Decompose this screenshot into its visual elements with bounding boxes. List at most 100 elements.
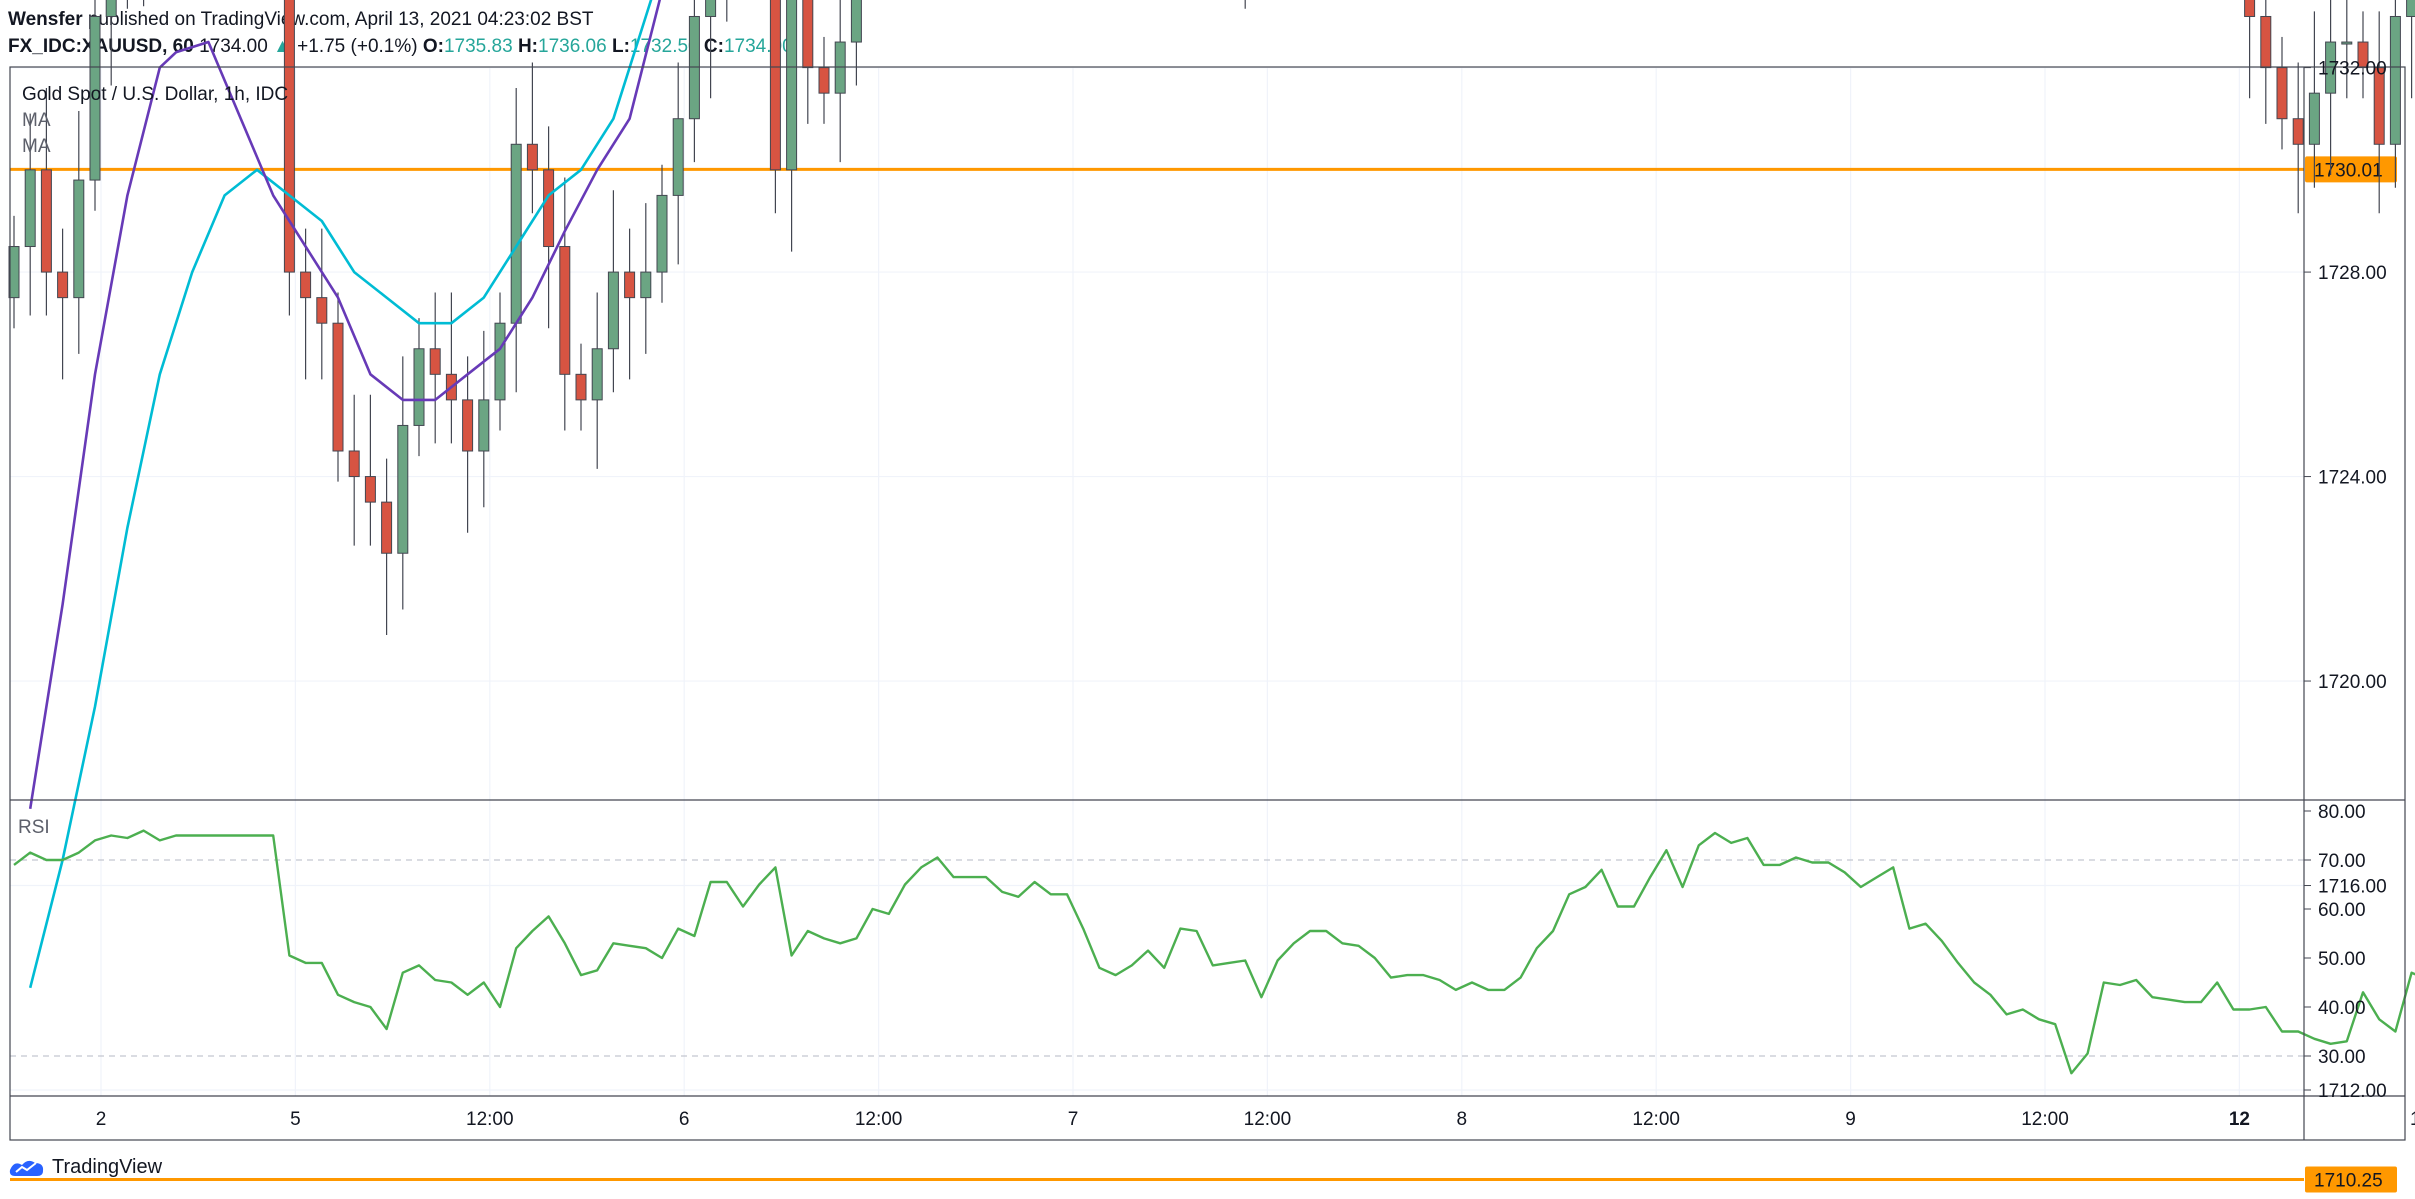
candle-up: [850, 0, 862, 43]
candle-down: [2292, 118, 2304, 145]
legend-rsi[interactable]: RSI: [18, 817, 50, 838]
ma-slow-line: [28, 0, 653, 989]
close-label: C:: [703, 36, 724, 57]
candle-up: [397, 424, 409, 554]
low-label: L:: [611, 36, 630, 57]
candle-down: [462, 399, 474, 452]
candle-down: [40, 169, 52, 273]
candle-up: [8, 246, 20, 299]
price-tick-label: 1716.00: [2318, 877, 2387, 898]
candle-up: [607, 271, 619, 350]
rsi-tick-label: 30.00: [2318, 1047, 2366, 1068]
candle-down: [526, 143, 538, 171]
candle-down: [332, 322, 344, 452]
price-tick-label: 1724.00: [2318, 468, 2387, 489]
time-tick-label: 12: [2229, 1109, 2250, 1130]
rsi-pane: [10, 829, 2415, 1075]
time-tick-label: 8: [1457, 1109, 1468, 1130]
open-label: O:: [422, 36, 444, 57]
candle-up: [494, 322, 506, 401]
candle-down: [575, 373, 587, 401]
candle-up: [478, 399, 490, 452]
time-tick-label: 5: [290, 1109, 301, 1130]
level-price-label: 1730.01: [2314, 160, 2383, 181]
candle-down: [429, 348, 441, 375]
grid-lines: [10, 66, 2304, 1096]
candle-down: [802, 0, 814, 69]
chart-header: Wensfer published on TradingView.com, Ap…: [8, 6, 2398, 60]
axes: 1764.001760.001756.001752.001748.001744.…: [9, 59, 2415, 1141]
symbol-label: FX_IDC:XAUUSD, 60: [8, 36, 194, 57]
candle-down: [2260, 15, 2272, 69]
time-tick-label: 9: [1845, 1109, 1856, 1130]
candle-up: [786, 0, 798, 171]
level-price-label: 1710.25: [2314, 1170, 2383, 1191]
level-price-badge: [2305, 156, 2397, 183]
high-label: H:: [517, 36, 539, 57]
candle-down: [559, 246, 571, 375]
candle-up: [24, 169, 36, 248]
legend-title[interactable]: Gold Spot / U.S. Dollar, 1h, IDC: [22, 84, 288, 105]
ma-fast-line: [28, 0, 662, 810]
candle-down: [381, 501, 393, 554]
level-price-badge: [2305, 1166, 2397, 1193]
time-tick-label: 2: [96, 1109, 107, 1130]
rsi-line: [13, 829, 2415, 1075]
candle-up: [640, 271, 652, 299]
legend-ma-1[interactable]: MA: [22, 110, 51, 131]
footer: TradingView: [8, 1152, 162, 1182]
last-price: 1734.00: [199, 36, 268, 57]
rsi-tick-label: 50.00: [2318, 949, 2366, 970]
candle-down: [2276, 67, 2288, 120]
time-tick-label: 6: [679, 1109, 690, 1130]
quote-line: FX_IDC:XAUUSD, 60 1734.00 ▲ +1.75 (+0.1%…: [8, 33, 2398, 60]
candle-up: [2406, 0, 2415, 17]
published-text: published on TradingView.com, April 13, …: [87, 9, 594, 30]
candle-up: [705, 0, 717, 17]
time-tick-label: 12:00: [2410, 1109, 2415, 1130]
candle-down: [364, 476, 376, 503]
candle-up: [2308, 92, 2320, 145]
candle-up: [2389, 15, 2401, 145]
legend: Gold Spot / U.S. Dollar, 1h, IDC MA MA R…: [18, 84, 288, 838]
high-value: 1736.06: [538, 36, 607, 57]
candle-up: [105, 0, 117, 17]
candle-up: [656, 194, 668, 273]
candle-up: [73, 179, 85, 299]
legend-ma-2[interactable]: MA: [22, 136, 51, 157]
candle-down: [300, 271, 312, 299]
candle-down: [348, 450, 360, 478]
price-tick-label: 1720.00: [2318, 672, 2387, 693]
open-value: 1735.83: [443, 36, 513, 57]
candle-down: [57, 271, 69, 299]
candlestick-series: [8, 0, 2415, 636]
publish-line: Wensfer published on TradingView.com, Ap…: [8, 6, 2398, 33]
time-tick-label: 12:00: [466, 1109, 514, 1130]
change-value: +1.75 (+0.1%): [297, 36, 418, 57]
time-tick-label: 12:00: [855, 1109, 903, 1130]
time-tick-label: 12:00: [2021, 1109, 2069, 1130]
tradingview-logo-icon[interactable]: [8, 1156, 46, 1178]
rsi-tick-label: 60.00: [2318, 900, 2366, 921]
candle-down: [769, 0, 781, 171]
time-tick-label: 7: [1068, 1109, 1079, 1130]
candle-down: [283, 0, 295, 273]
candle-up: [591, 348, 603, 401]
candle-down: [818, 67, 830, 94]
candle-down: [543, 169, 555, 248]
candle-up: [672, 118, 684, 196]
time-tick-label: 12:00: [1244, 1109, 1292, 1130]
candle-down: [316, 297, 328, 324]
rsi-tick-label: 70.00: [2318, 851, 2366, 872]
footer-brand[interactable]: TradingView: [52, 1155, 163, 1178]
candle-down: [624, 271, 636, 299]
publisher-name[interactable]: Wensfer: [8, 9, 83, 30]
candle-up: [510, 143, 522, 324]
price-tick-label: 1712.00: [2318, 1081, 2387, 1102]
candle-down: [2244, 0, 2256, 17]
candle-up: [413, 348, 425, 426]
price-tick-label: 1728.00: [2318, 263, 2387, 284]
rsi-tick-label: 40.00: [2318, 998, 2366, 1019]
